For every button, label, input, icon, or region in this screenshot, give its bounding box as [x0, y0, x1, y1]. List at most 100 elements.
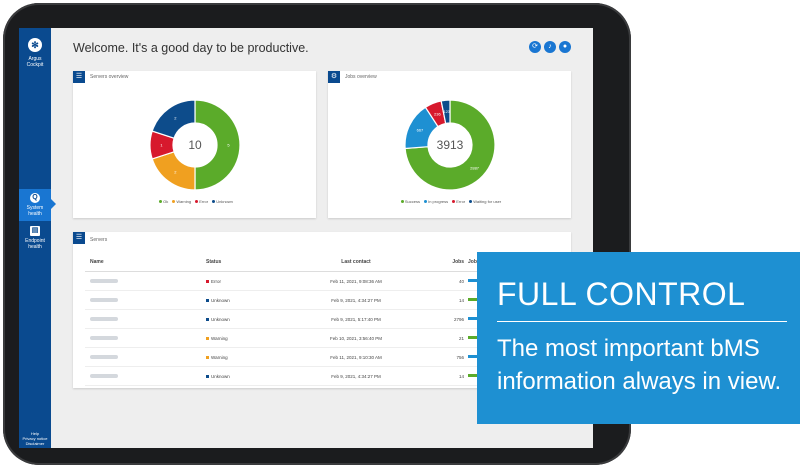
donut-slices: 5 2 1 2 — [149, 99, 241, 191]
help-link[interactable]: Help — [30, 431, 40, 436]
donut-slice-success[interactable] — [404, 99, 496, 191]
legend-label: In progress — [428, 199, 449, 204]
chart-legend: Ok Warning Error Unknown — [73, 199, 316, 204]
table-row[interactable]: Unknown Feb 9, 2021, 4:34:27 PM 14 — [85, 366, 495, 386]
legend-label: Unknown — [216, 199, 233, 204]
status-indicator — [206, 355, 209, 359]
status-cell: Warning — [206, 328, 296, 348]
refresh-icon[interactable]: ⟳ — [529, 41, 541, 53]
device-icon: ▤ — [30, 226, 40, 236]
job-status-bar — [468, 298, 485, 301]
redacted-name — [90, 297, 118, 302]
legend-label: Error — [199, 199, 209, 204]
disclaimer-link[interactable]: Disclaimer — [25, 441, 45, 446]
promo-subtitle-line1: The most important bMS — [497, 335, 760, 362]
sidebar-item-label: System — [26, 205, 44, 211]
last-contact-cell: Feb 11, 2021, 9:10:30 AM — [296, 347, 416, 367]
status-indicator — [206, 298, 209, 302]
chart-legend: Success In progress Error Waiting for us… — [328, 199, 571, 204]
legend-label: Success — [404, 199, 420, 204]
page-title: Welcome. It's a good day to be productiv… — [73, 41, 309, 55]
jobs-count-cell: 2796 — [416, 309, 466, 329]
legend-swatch — [469, 200, 473, 204]
legend-swatch — [452, 200, 456, 204]
status-cell: Unknown — [206, 366, 296, 386]
donut-slice-label: 1 — [160, 143, 163, 148]
legend-swatch — [159, 200, 163, 204]
column-header-last-contact[interactable]: Last contact — [296, 252, 416, 272]
donut-slice-waiting-for-user[interactable] — [440, 99, 451, 125]
table-row[interactable]: Warning Feb 10, 2021, 3:56:40 PM 21 — [85, 328, 495, 348]
servers-donut-chart: 5 2 1 2 10 — [149, 99, 241, 191]
promo-divider — [497, 321, 787, 322]
status-text: Warning — [211, 354, 228, 360]
donut-slice-label: 2887 — [470, 165, 480, 170]
legend-label: Ok — [163, 199, 169, 204]
donut-slice-label: 5 — [227, 143, 230, 148]
status-cell: Error — [206, 271, 296, 291]
argus-logo-icon[interactable]: ✻ — [28, 38, 42, 52]
donut-slice-unknown[interactable] — [151, 99, 196, 139]
servers-table-wrap: Name Status Last contact Jobs Job status… — [85, 252, 497, 386]
jobs-count-cell: 14 — [416, 290, 466, 310]
jobs-count-cell: 21 — [416, 328, 466, 348]
servers-table: Name Status Last contact Jobs Job status… — [85, 252, 497, 386]
legend-label: Waiting for user — [473, 199, 502, 204]
donut-center-value: 10 — [188, 138, 202, 152]
donut-slice-label: 2 — [174, 115, 177, 120]
health-check-icon: Q — [30, 193, 40, 203]
promo-subtitle: The most important bMS information alway… — [497, 332, 797, 398]
column-header-status[interactable]: Status — [206, 252, 296, 272]
status-indicator — [206, 279, 209, 283]
status-text: Error — [211, 278, 221, 284]
donut-slices: 2887 667 236 123 — [404, 99, 496, 191]
sidebar-item-endpoint-health[interactable]: ▤ Endpoint health — [19, 226, 51, 256]
redacted-name — [90, 354, 118, 359]
promo-subtitle-line2: information always in view. — [497, 368, 782, 395]
user-icon[interactable]: ● — [559, 41, 571, 53]
donut-slice-label: 667 — [417, 128, 424, 133]
column-header-jobs[interactable]: Jobs — [416, 252, 466, 272]
redacted-name — [90, 278, 118, 283]
donut-slice-label: 2 — [174, 170, 177, 175]
status-cell: Warning — [206, 347, 296, 367]
table-header-row: Name Status Last contact Jobs Job status — [85, 252, 495, 272]
jobs-overview-card: ⚙ Jobs overview 2887 667 236 123 3913 Succe… — [328, 71, 571, 218]
sidebar-item-label: health — [28, 211, 42, 217]
status-cell: Unknown — [206, 309, 296, 329]
donut-slice-ok[interactable] — [194, 99, 241, 191]
status-indicator — [206, 317, 209, 321]
status-indicator — [206, 374, 209, 378]
status-text: Unknown — [211, 373, 230, 379]
last-contact-cell: Feb 9, 2021, 5:17:40 PM — [296, 309, 416, 329]
redacted-name — [90, 316, 118, 321]
legend-swatch — [424, 200, 428, 204]
promo-banner: FULL CONTROL The most important bMS info… — [477, 252, 800, 424]
card-title: Servers overview — [90, 74, 129, 80]
jobs-count-cell: 756 — [416, 347, 466, 367]
table-row[interactable]: Warning Feb 11, 2021, 9:10:30 AM 756 — [85, 347, 495, 367]
table-row[interactable]: Unknown Feb 9, 2021, 4:34:27 PM 14 — [85, 290, 495, 310]
server-name-cell — [85, 290, 206, 310]
sidebar: ✻ Argus Cockpit Q System health ▤ Endpoi… — [19, 28, 56, 448]
privacy-link[interactable]: Privacy notice — [22, 436, 48, 441]
server-name-cell — [85, 309, 206, 329]
app-name-line2: Cockpit — [26, 62, 44, 68]
status-indicator — [206, 336, 209, 340]
table-body: Error Feb 11, 2021, 9:08:36 AM 40 Unknown Fe… — [85, 271, 497, 386]
sidebar-item-label: Endpoint — [25, 238, 45, 244]
last-contact-cell: Feb 11, 2021, 9:08:36 AM — [296, 271, 416, 291]
app-screen: ✻ Argus Cockpit Q System health ▤ Endpoi… — [19, 28, 593, 448]
last-contact-cell: Feb 9, 2021, 4:34:27 PM — [296, 290, 416, 310]
server-name-cell — [85, 366, 206, 386]
sidebar-item-system-health[interactable]: Q System health — [19, 189, 56, 221]
card-title: Servers — [90, 237, 108, 243]
bell-icon[interactable]: ♪ — [544, 41, 556, 53]
column-header-name[interactable]: Name — [85, 252, 206, 272]
server-name-cell — [85, 271, 206, 291]
tablet-frame: ✻ Argus Cockpit Q System health ▤ Endpoi… — [3, 3, 631, 465]
card-title: Jobs overview — [345, 74, 377, 80]
table-row[interactable]: Error Feb 11, 2021, 9:08:36 AM 40 — [85, 271, 495, 291]
servers-list-icon: ☰ — [73, 71, 85, 83]
table-row[interactable]: Unknown Feb 9, 2021, 5:17:40 PM 2796 — [85, 309, 497, 329]
